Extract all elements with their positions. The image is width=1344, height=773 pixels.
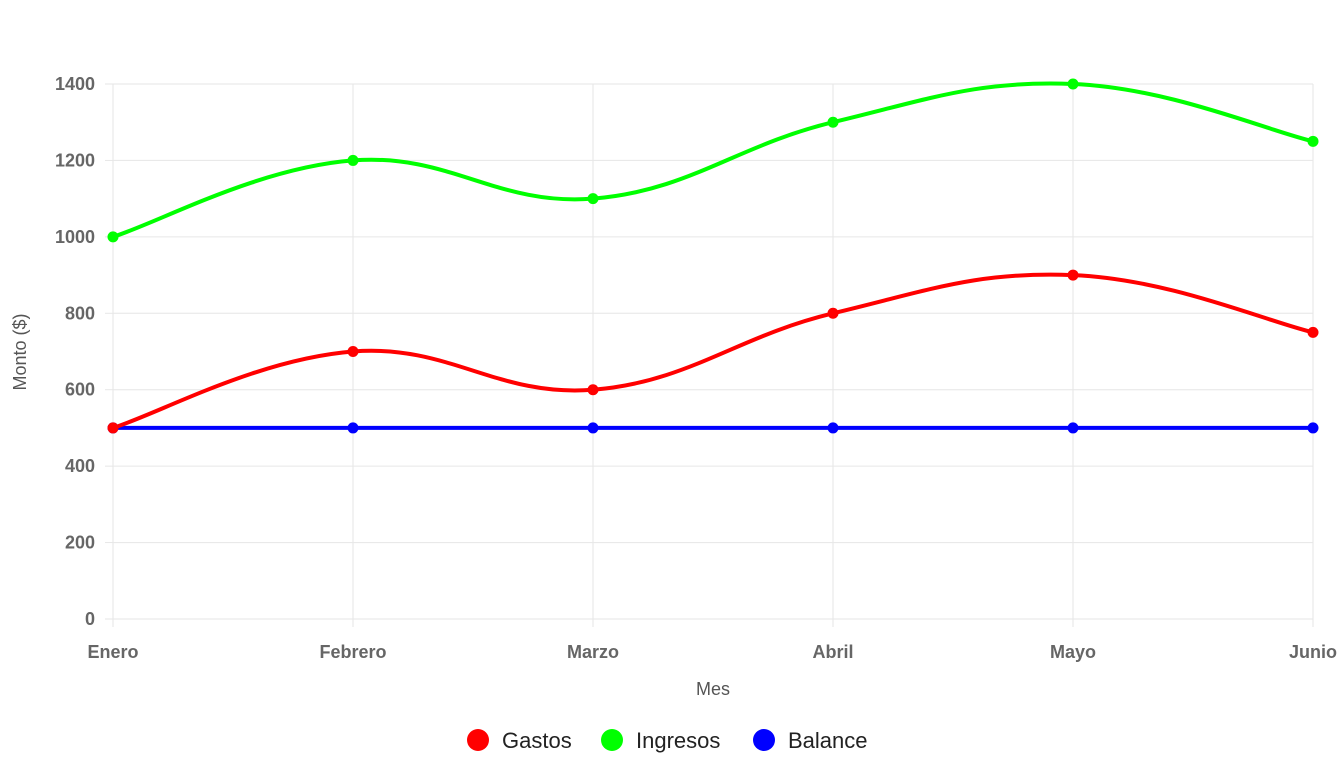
y-axis-ticks: 0 200 400 600 800 1000 1200 1400 [55,74,95,629]
legend-item-gastos[interactable]: Gastos [467,728,572,753]
x-tick-label: Junio [1289,642,1337,662]
legend-swatch [753,729,775,751]
x-axis-ticks: Enero Febrero Marzo Abril Mayo Junio [87,642,1337,662]
data-point-ingresos[interactable] [347,154,359,166]
x-tick-label: Abril [812,642,853,662]
y-axis-title: Monto ($) [10,313,30,390]
data-point-balance[interactable] [827,422,839,434]
data-point-gastos[interactable] [1307,326,1319,338]
data-point-ingresos[interactable] [1067,78,1079,90]
series-points [107,78,1319,434]
data-point-gastos[interactable] [347,346,359,357]
data-point-gastos[interactable] [107,422,119,434]
legend-label: Ingresos [636,728,720,753]
legend-item-balance[interactable]: Balance [753,728,868,753]
data-point-balance[interactable] [1307,422,1319,434]
legend-label: Balance [788,728,868,753]
y-tick-label: 1200 [55,150,95,170]
data-point-gastos[interactable] [587,384,599,396]
series-line-ingresos [111,81,1315,239]
legend-swatch [467,729,489,751]
data-point-balance[interactable] [1067,422,1079,434]
data-point-ingresos[interactable] [587,193,599,205]
data-point-balance[interactable] [347,422,359,434]
data-point-ingresos[interactable] [107,231,119,243]
y-tick-label: 600 [65,380,95,400]
y-tick-label: 1000 [55,227,95,247]
legend[interactable]: Gastos Ingresos Balance [467,728,868,753]
x-tick-label: Marzo [567,642,619,662]
data-point-balance[interactable] [587,422,599,434]
legend-swatch [601,729,623,751]
y-tick-label: 400 [65,456,95,476]
x-tick-label: Mayo [1050,642,1096,662]
data-point-gastos[interactable] [1067,269,1079,281]
legend-label: Gastos [502,728,572,753]
x-tick-label: Febrero [319,642,386,662]
y-tick-label: 200 [65,533,95,553]
y-tick-label: 0 [85,609,95,629]
legend-item-ingresos[interactable]: Ingresos [601,728,720,753]
x-axis-title: Mes [696,679,730,699]
data-point-ingresos[interactable] [827,116,839,128]
grid-lines [105,83,1314,627]
y-tick-label: 800 [65,303,95,323]
data-point-ingresos[interactable] [1307,135,1319,147]
series-lines [111,81,1315,430]
series-line-gastos [111,272,1315,430]
x-tick-label: Enero [87,642,138,662]
data-point-gastos[interactable] [827,307,839,319]
y-tick-label: 1400 [55,74,95,94]
